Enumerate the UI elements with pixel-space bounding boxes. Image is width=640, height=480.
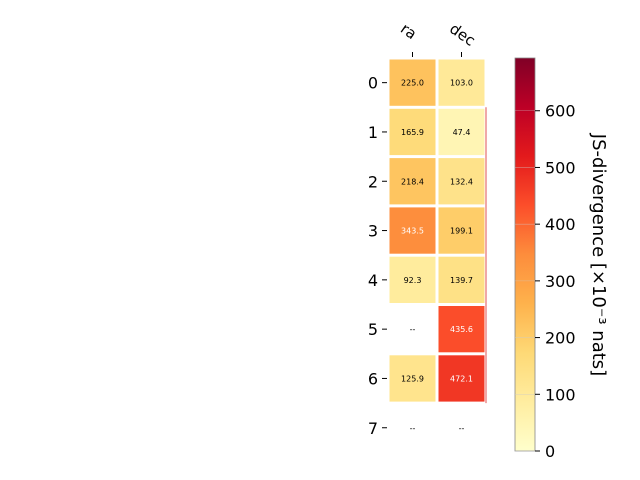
- colorbar-gradient: [514, 57, 536, 452]
- heatmap-cell: [438, 59, 485, 106]
- y-tick-label: 4: [368, 271, 378, 290]
- y-tick-label: 0: [368, 74, 378, 93]
- y-tick-label: 6: [368, 369, 378, 388]
- heatmap-cell: [438, 355, 485, 402]
- colorbar-tick-label: 100: [545, 385, 576, 404]
- y-axis: 0 1 2 3 4 5 6 7: [368, 74, 387, 438]
- colorbar-tick-label: 400: [545, 215, 576, 234]
- x-axis: ra dec: [397, 20, 479, 57]
- colorbar: 0 100 200 300 400 500 600: [514, 57, 576, 461]
- cell-value-label: 199.1: [450, 227, 473, 236]
- cell-value-label: --: [410, 424, 416, 433]
- cell-value-label: 47.4: [453, 128, 471, 137]
- heatmap-cell: [389, 158, 436, 205]
- colorbar-label: JS-divergence [×10⁻³ nats]: [588, 133, 609, 376]
- x-tick-label: dec: [446, 20, 478, 50]
- y-tick-label: 1: [368, 123, 378, 142]
- cell-value-label: 343.5: [401, 227, 424, 236]
- x-tick-label: ra: [397, 20, 420, 44]
- cell-value-label: --: [410, 325, 416, 334]
- heatmap-cell: [438, 256, 485, 303]
- y-tick-label: 3: [368, 222, 378, 241]
- heatmap-cell: [389, 207, 436, 254]
- cell-value-label: 125.9: [401, 374, 424, 383]
- heatmap-cell: [389, 108, 436, 156]
- colorbar-tick-label: 500: [545, 158, 576, 177]
- heatmap-cell: [438, 207, 485, 254]
- cell-value-label: 472.1: [450, 374, 473, 383]
- cell-value-label: 139.7: [450, 276, 473, 285]
- heatmap-grid: 225.0 103.0 165.9 47.4 218.4 132.4 343.5 199.1 9…: [389, 59, 487, 433]
- colorbar-tick-label: 200: [545, 329, 576, 348]
- cell-value-label: 132.4: [450, 177, 473, 186]
- heatmap-cell: [389, 59, 436, 106]
- y-tick-label: 7: [368, 419, 378, 438]
- cell-value-label: 225.0: [401, 79, 424, 88]
- cell-value-label: 165.9: [401, 128, 424, 137]
- y-tick-label: 5: [368, 320, 378, 339]
- cell-value-label: 92.3: [404, 276, 422, 285]
- colorbar-tick-label: 0: [545, 442, 555, 461]
- heatmap-cell: [438, 108, 485, 156]
- cell-value-label: 435.6: [450, 325, 473, 334]
- heatmap-cell: [438, 158, 485, 205]
- cell-value-label: 103.0: [450, 79, 473, 88]
- heatmap-cell: [438, 306, 485, 353]
- cell-value-label: --: [459, 424, 465, 433]
- cell-value-label: 218.4: [401, 177, 424, 186]
- colorbar-tick-label: 600: [545, 102, 576, 121]
- y-tick-label: 2: [368, 172, 378, 191]
- colorbar-tick-label: 300: [545, 272, 576, 291]
- heatmap-cell: [389, 355, 436, 402]
- heatmap-cell: [389, 256, 436, 303]
